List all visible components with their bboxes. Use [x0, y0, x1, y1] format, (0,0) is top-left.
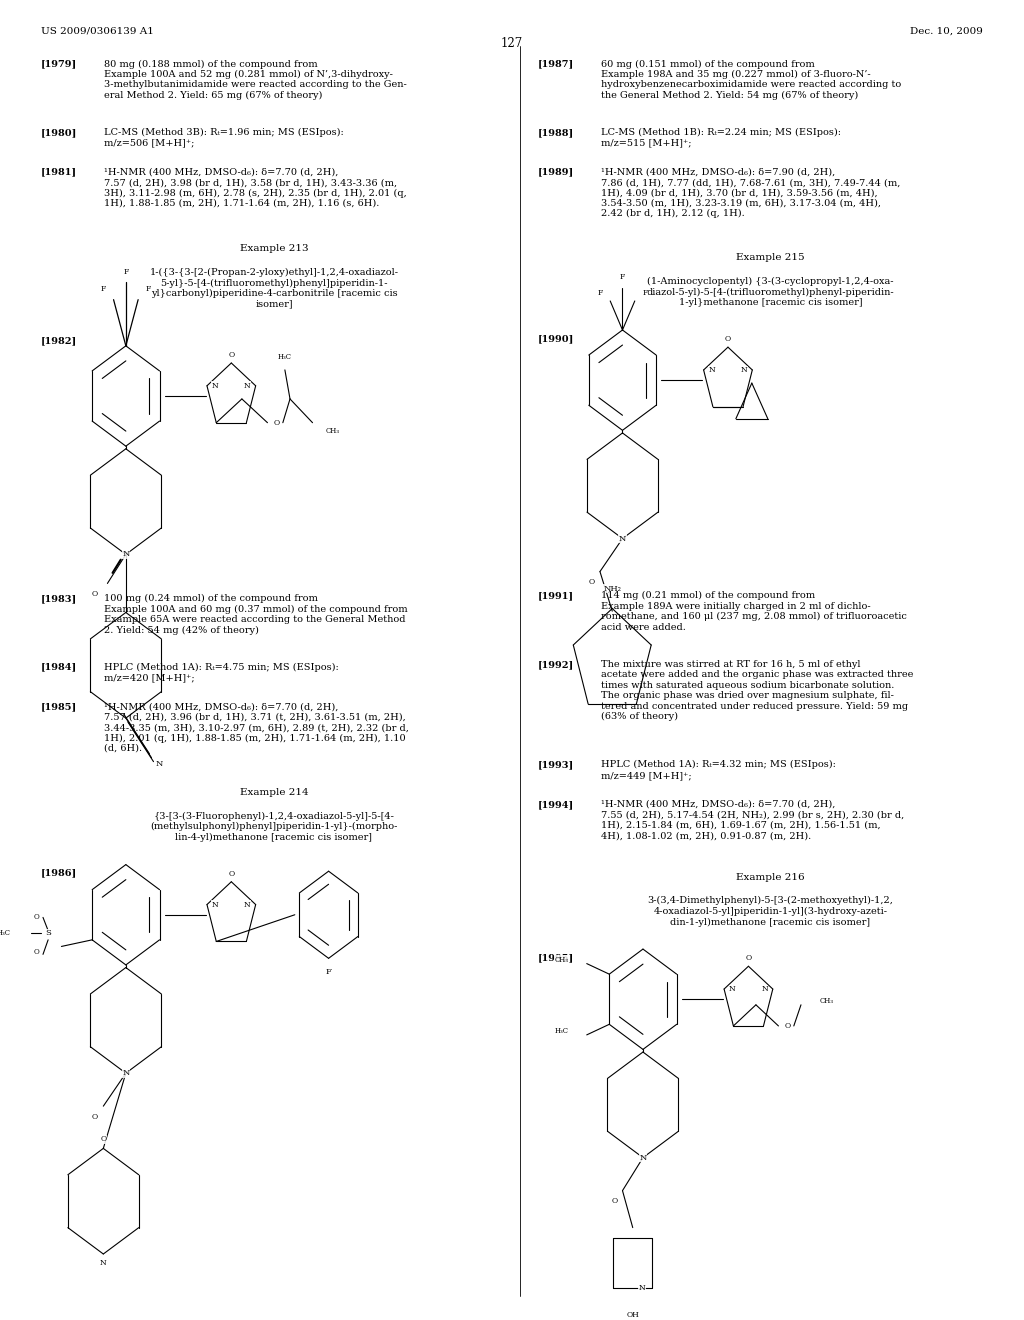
Text: N: N: [761, 985, 768, 993]
Text: [1980]: [1980]: [41, 128, 78, 137]
Text: N: N: [740, 366, 748, 374]
Text: F: F: [123, 268, 128, 276]
Text: F: F: [642, 289, 647, 297]
Text: 127: 127: [501, 37, 523, 50]
Text: N: N: [122, 550, 130, 558]
Text: O: O: [34, 913, 40, 921]
Text: [1979]: [1979]: [41, 59, 77, 69]
Text: [1985]: [1985]: [41, 702, 77, 711]
Text: 80 mg (0.188 mmol) of the compound from
Example 100A and 52 mg (0.281 mmol) of N: 80 mg (0.188 mmol) of the compound from …: [104, 59, 408, 100]
Text: ¹H-NMR (400 MHz, DMSO-d₆): δ=7.90 (d, 2H),
7.86 (d, 1H), 7.77 (dd, 1H), 7.68-7.6: ¹H-NMR (400 MHz, DMSO-d₆): δ=7.90 (d, 2H…: [601, 168, 900, 218]
Text: [1988]: [1988]: [538, 128, 573, 137]
Text: H₃C: H₃C: [554, 1027, 568, 1035]
Text: CH₃: CH₃: [554, 956, 568, 964]
Text: O: O: [92, 1113, 98, 1121]
Text: O: O: [611, 1197, 617, 1205]
Text: F: F: [100, 285, 105, 293]
Text: CH₃: CH₃: [326, 426, 340, 434]
Text: [1991]: [1991]: [538, 591, 573, 601]
Text: F: F: [597, 289, 602, 297]
Text: [1994]: [1994]: [538, 800, 573, 809]
Text: Example 214: Example 214: [240, 788, 308, 797]
Text: NH₂: NH₂: [603, 585, 622, 593]
Text: N: N: [729, 985, 735, 993]
Text: N: N: [122, 1069, 130, 1077]
Text: HPLC (Method 1A): Rₜ=4.32 min; MS (ESIpos):
m/z=449 [M+H]⁺;: HPLC (Method 1A): Rₜ=4.32 min; MS (ESIpo…: [601, 760, 836, 780]
Text: Example 215: Example 215: [736, 253, 805, 263]
Text: [1992]: [1992]: [538, 660, 573, 669]
Text: ¹H-NMR (400 MHz, DMSO-d₆): δ=7.70 (d, 2H),
7.57 (d, 2H), 3.98 (br d, 1H), 3.58 (: ¹H-NMR (400 MHz, DMSO-d₆): δ=7.70 (d, 2H…: [104, 168, 408, 209]
Text: [1990]: [1990]: [538, 334, 574, 343]
Text: CH₃: CH₃: [819, 997, 834, 1005]
Text: O: O: [784, 1022, 791, 1030]
Text: The mixture was stirred at RT for 16 h, 5 ml of ethyl
acetate were added and the: The mixture was stirred at RT for 16 h, …: [601, 660, 913, 721]
Text: Example 216: Example 216: [736, 873, 805, 882]
Text: (1-Aminocyclopentyl) {3-(3-cyclopropyl-1,2,4-oxa-
diazol-5-yl)-5-[4-(trifluorome: (1-Aminocyclopentyl) {3-(3-cyclopropyl-1…: [647, 277, 894, 308]
Text: O: O: [228, 351, 234, 359]
Text: N: N: [618, 535, 627, 543]
Text: O: O: [228, 870, 234, 878]
Text: 114 mg (0.21 mmol) of the compound from
Example 189A were initially charged in 2: 114 mg (0.21 mmol) of the compound from …: [601, 591, 907, 632]
Text: ¹H-NMR (400 MHz, DMSO-d₆): δ=7.70 (d, 2H),
7.55 (d, 2H), 5.17-4.54 (2H, NH₂), 2.: ¹H-NMR (400 MHz, DMSO-d₆): δ=7.70 (d, 2H…: [601, 800, 904, 840]
Text: [1983]: [1983]: [41, 594, 77, 603]
Text: 100 mg (0.24 mmol) of the compound from
Example 100A and 60 mg (0.37 mmol) of th: 100 mg (0.24 mmol) of the compound from …: [104, 594, 409, 635]
Text: O: O: [92, 590, 98, 598]
Text: Example 213: Example 213: [240, 244, 308, 253]
Text: 1-({3-{3-[2-(Propan-2-yloxy)ethyl]-1,2,4-oxadiazol-
5-yl}-5-[4-(trifluoromethyl): 1-({3-{3-[2-(Propan-2-yloxy)ethyl]-1,2,4…: [150, 268, 398, 309]
Text: US 2009/0306139 A1: US 2009/0306139 A1: [41, 26, 154, 36]
Text: N: N: [639, 1154, 647, 1162]
Text: HPLC (Method 1A): Rₜ=4.75 min; MS (ESIpos):
m/z=420 [M+H]⁺;: HPLC (Method 1A): Rₜ=4.75 min; MS (ESIpo…: [104, 663, 339, 682]
Text: 3-(3,4-Dimethylphenyl)-5-[3-(2-methoxyethyl)-1,2,
4-oxadiazol-5-yl]piperidin-1-y: 3-(3,4-Dimethylphenyl)-5-[3-(2-methoxyet…: [647, 896, 894, 927]
Text: OH: OH: [627, 1311, 639, 1319]
Text: [1993]: [1993]: [538, 760, 573, 770]
Text: H₃C: H₃C: [278, 352, 292, 360]
Text: O: O: [589, 578, 595, 586]
Text: [1982]: [1982]: [41, 337, 77, 346]
Text: O: O: [34, 948, 40, 956]
Text: [1995]: [1995]: [538, 953, 573, 962]
Text: N: N: [212, 900, 218, 908]
Text: [1987]: [1987]: [538, 59, 573, 69]
Text: 60 mg (0.151 mmol) of the compound from
Example 198A and 35 mg (0.227 mmol) of 3: 60 mg (0.151 mmol) of the compound from …: [601, 59, 901, 100]
Text: F: F: [145, 285, 151, 293]
Text: ¹H-NMR (400 MHz, DMSO-d₆): δ=7.70 (d, 2H),
7.57 (d, 2H), 3.96 (br d, 1H), 3.71 (: ¹H-NMR (400 MHz, DMSO-d₆): δ=7.70 (d, 2H…: [104, 702, 410, 752]
Text: O: O: [273, 418, 280, 426]
Text: LC-MS (Method 1B): Rₜ=2.24 min; MS (ESIpos):
m/z=515 [M+H]⁺;: LC-MS (Method 1B): Rₜ=2.24 min; MS (ESIp…: [601, 128, 841, 148]
Text: {3-[3-(3-Fluorophenyl)-1,2,4-oxadiazol-5-yl]-5-[4-
(methylsulphonyl)phenyl]piper: {3-[3-(3-Fluorophenyl)-1,2,4-oxadiazol-5…: [151, 812, 397, 842]
Text: N: N: [212, 381, 218, 389]
Text: N: N: [100, 1259, 106, 1267]
Text: N: N: [244, 900, 251, 908]
Text: LC-MS (Method 3B): Rₜ=1.96 min; MS (ESIpos):
m/z=506 [M+H]⁺;: LC-MS (Method 3B): Rₜ=1.96 min; MS (ESIp…: [104, 128, 344, 148]
Text: F: F: [326, 968, 332, 975]
Text: O: O: [100, 1135, 106, 1143]
Text: Dec. 10, 2009: Dec. 10, 2009: [910, 26, 983, 36]
Text: O: O: [725, 335, 731, 343]
Text: [1989]: [1989]: [538, 168, 573, 177]
Text: N: N: [156, 760, 164, 768]
Text: O: O: [745, 954, 752, 962]
Text: F: F: [620, 273, 625, 281]
Text: [1984]: [1984]: [41, 663, 77, 672]
Text: N: N: [244, 381, 251, 389]
Text: H₃C: H₃C: [0, 929, 10, 937]
Text: [1981]: [1981]: [41, 168, 77, 177]
Text: S: S: [45, 929, 51, 937]
Text: N: N: [639, 1284, 645, 1292]
Text: N: N: [709, 366, 715, 374]
Text: [1986]: [1986]: [41, 869, 77, 878]
